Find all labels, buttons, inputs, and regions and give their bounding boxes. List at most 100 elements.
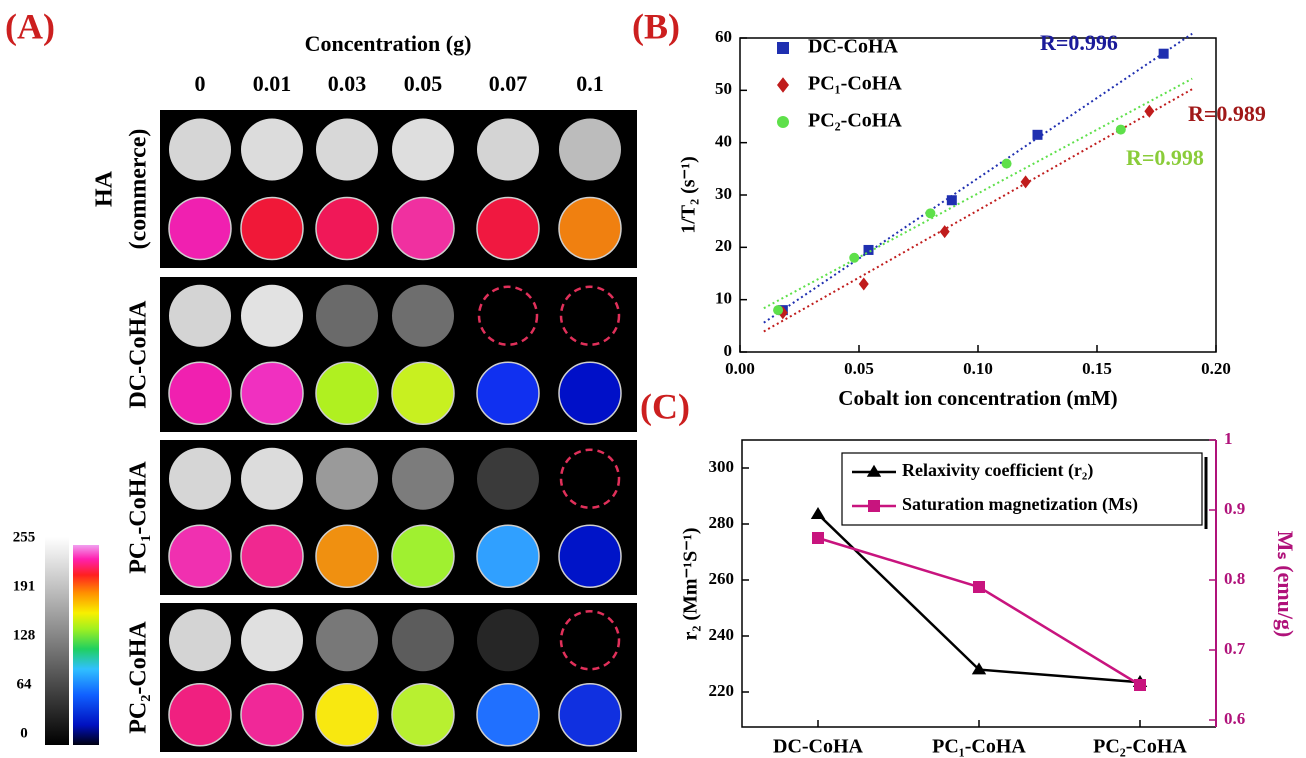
colorbar-gray [45, 537, 69, 745]
mri-well [169, 609, 231, 672]
color-well [315, 196, 379, 261]
mri-well [241, 284, 303, 347]
mri-well [241, 609, 303, 672]
column-label: 0.05 [404, 71, 443, 96]
colorbar-tick-label: 128 [13, 627, 36, 643]
empty-well [559, 285, 621, 346]
x-tick-label: 0.20 [1201, 359, 1231, 378]
panel-label: (A) [5, 6, 55, 46]
color-well [315, 683, 379, 747]
y-tick-label: 30 [715, 184, 732, 203]
color-well [476, 361, 540, 425]
row-label: PC₂-CoHA [126, 621, 152, 734]
color-well [240, 683, 304, 747]
colorbar-tick-label: 255 [13, 529, 36, 545]
marker [925, 208, 936, 219]
y-tick-label: 60 [715, 27, 732, 46]
x-tick-label: PC₂-CoHA [1093, 736, 1187, 758]
y-tick-label: 260 [709, 569, 735, 588]
marker [1001, 158, 1012, 169]
mri-well [241, 118, 303, 181]
mri-well [169, 118, 231, 181]
panel-label: (C) [640, 386, 690, 426]
y-axis-label: 1/T₂ (s⁻¹) [678, 156, 700, 234]
marker [863, 244, 874, 255]
marker [777, 42, 789, 54]
color-well [558, 683, 622, 747]
marker [1115, 124, 1126, 135]
mri-well [392, 118, 454, 181]
mri-well [392, 609, 454, 672]
mri-well [169, 284, 231, 347]
marker [866, 464, 882, 477]
color-well [168, 196, 232, 261]
color-well [476, 683, 540, 747]
panel-title: Concentration (g) [305, 31, 472, 56]
y2-tick-label: 1 [1224, 429, 1233, 448]
marker [849, 252, 860, 263]
marker [1020, 175, 1031, 189]
color-well [391, 524, 455, 588]
mri-well [559, 118, 621, 181]
marker [777, 116, 789, 128]
column-label: 0.03 [328, 71, 367, 96]
y2-tick-label: 0.6 [1224, 709, 1245, 728]
marker [973, 581, 985, 593]
legend-label: PC₁-CoHA [808, 73, 902, 95]
colorbar-tick-label: 64 [17, 676, 33, 692]
y-tick-label: 280 [709, 513, 735, 532]
y-tick-label: 300 [709, 457, 735, 476]
marker [1144, 104, 1155, 118]
y-tick-label: 0 [724, 341, 733, 360]
y-axis-label: r₂ (Mm⁻¹S⁻¹) [680, 528, 702, 641]
marker [1032, 129, 1043, 140]
color-well [315, 524, 379, 588]
x-tick-label: 0.15 [1082, 359, 1112, 378]
legend-label: DC-CoHA [808, 36, 899, 58]
y2-tick-label: 0.8 [1224, 569, 1245, 588]
mri-well [392, 284, 454, 347]
y-tick-label: 20 [715, 236, 732, 255]
color-well [558, 361, 622, 425]
x-tick-label: DC-CoHA [773, 736, 864, 758]
panel-label: (B) [632, 6, 680, 46]
row-label: DC-CoHA [126, 300, 152, 409]
fit-line [763, 32, 1193, 324]
marker [971, 662, 987, 675]
x-tick-label: 0.00 [725, 359, 755, 378]
marker [946, 195, 957, 206]
y2-tick-label: 0.7 [1224, 639, 1246, 658]
color-well [315, 361, 379, 425]
color-well [558, 524, 622, 588]
row-label: HA [92, 170, 118, 207]
legend-label: Relaxivity coefficient (r₂) [902, 460, 1093, 481]
marker [868, 500, 880, 512]
color-well [391, 361, 455, 425]
legend-box [841, 452, 1203, 526]
marker [858, 277, 869, 291]
legend-label: PC₂-CoHA [808, 110, 902, 132]
color-well [240, 524, 304, 588]
empty-well [477, 285, 539, 346]
mri-well [241, 447, 303, 510]
mri-well [477, 609, 539, 672]
x-tick-label: 0.10 [963, 359, 993, 378]
color-well [168, 524, 232, 588]
y-tick-label: 50 [715, 79, 732, 98]
column-label: 0 [195, 71, 206, 96]
marker [939, 225, 950, 239]
mri-well [316, 609, 378, 672]
color-well [391, 196, 455, 261]
column-label: 0.01 [253, 71, 292, 96]
mri-well [316, 447, 378, 510]
y-tick-label: 40 [715, 132, 732, 151]
annotation: R=0.996 [1040, 30, 1118, 55]
y2-tick-label: 0.9 [1224, 499, 1245, 518]
mri-well [316, 118, 378, 181]
color-well [168, 361, 232, 425]
row-label: (commerce) [126, 129, 152, 250]
color-well [558, 196, 622, 261]
color-well [240, 196, 304, 261]
mri-well [392, 447, 454, 510]
